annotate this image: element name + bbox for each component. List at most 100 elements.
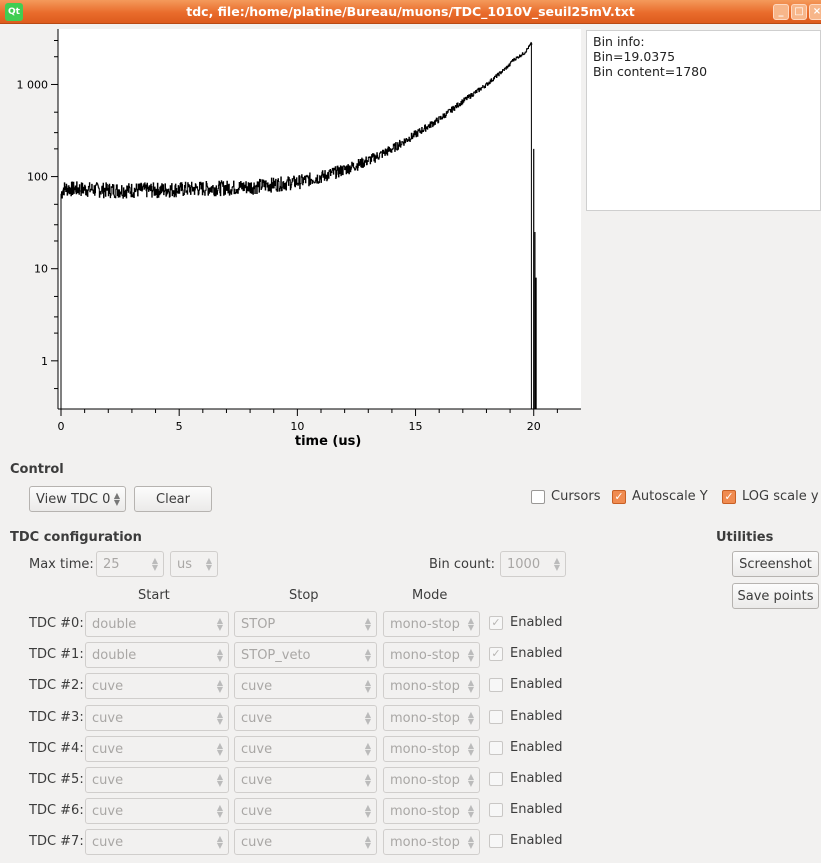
chevron-updown-icon: ▲ ▼ bbox=[467, 803, 474, 819]
tdc-enabled-checkbox[interactable] bbox=[489, 772, 503, 786]
tdc-row-label: TDC #5: bbox=[29, 772, 84, 787]
tdc-enabled-checkbox[interactable]: ✓ bbox=[489, 616, 503, 630]
tdc-enabled-checkbox[interactable] bbox=[489, 710, 503, 724]
histogram-series-line bbox=[60, 41, 533, 409]
tdc-mode-select[interactable]: mono-stop ▲ ▼ bbox=[383, 642, 480, 668]
max-time-value: 25 bbox=[103, 556, 120, 572]
tdc-start-select[interactable]: double ▲ ▼ bbox=[85, 611, 229, 637]
tdc-start-select[interactable]: cuve ▲ ▼ bbox=[85, 705, 229, 731]
save-points-button[interactable]: Save points bbox=[732, 583, 819, 609]
tdc-start-select[interactable]: cuve ▲ ▼ bbox=[85, 673, 229, 699]
max-time-unit-select[interactable]: us ▲ ▼ bbox=[170, 551, 218, 577]
spin-arrows-icon: ▲ ▼ bbox=[553, 556, 560, 572]
tdc-stop-value: STOP_veto bbox=[241, 647, 311, 663]
chevron-updown-icon: ▲ ▼ bbox=[364, 741, 371, 757]
x-tick-label: 20 bbox=[527, 420, 541, 433]
tdc-enabled-checkbox[interactable] bbox=[489, 834, 503, 848]
tdc-start-select[interactable]: cuve ▲ ▼ bbox=[85, 767, 229, 793]
tdc-stop-select[interactable]: STOP ▲ ▼ bbox=[234, 611, 377, 637]
tdc-start-select[interactable]: cuve ▲ ▼ bbox=[85, 798, 229, 824]
tdc-mode-select[interactable]: mono-stop ▲ ▼ bbox=[383, 829, 480, 855]
view-tdc-select[interactable]: View TDC 0 ▲ ▼ bbox=[29, 486, 126, 512]
tdc-enabled-label: Enabled bbox=[510, 646, 563, 661]
tdc-stop-select[interactable]: cuve ▲ ▼ bbox=[234, 798, 377, 824]
y-tick-label: 1 000 bbox=[17, 78, 49, 91]
tdc-mode-select[interactable]: mono-stop ▲ ▼ bbox=[383, 798, 480, 824]
chevron-updown-icon: ▲ ▼ bbox=[364, 834, 371, 850]
tdc-stop-select[interactable]: cuve ▲ ▼ bbox=[234, 673, 377, 699]
autoscale-label: Autoscale Y bbox=[632, 489, 708, 504]
tdc-stop-value: cuve bbox=[241, 678, 273, 694]
cursors-checkbox[interactable] bbox=[531, 490, 545, 504]
chevron-updown-icon: ▲ ▼ bbox=[467, 741, 474, 757]
max-time-label: Max time: bbox=[29, 557, 94, 572]
chevron-updown-icon: ▲ ▼ bbox=[216, 741, 223, 757]
chevron-updown-icon: ▲ ▼ bbox=[216, 772, 223, 788]
y-tick-label: 100 bbox=[27, 171, 48, 184]
tdc-mode-value: mono-stop bbox=[390, 834, 460, 850]
chevron-updown-icon: ▲ ▼ bbox=[113, 491, 120, 507]
tdc-stop-select[interactable]: cuve ▲ ▼ bbox=[234, 736, 377, 762]
column-mode-header: Mode bbox=[412, 588, 448, 603]
chevron-updown-icon: ▲ ▼ bbox=[467, 616, 474, 632]
screenshot-button[interactable]: Screenshot bbox=[732, 551, 819, 577]
tdc-mode-select[interactable]: mono-stop ▲ ▼ bbox=[383, 611, 480, 637]
tdc-enabled-checkbox[interactable] bbox=[489, 741, 503, 755]
tdc-stop-select[interactable]: cuve ▲ ▼ bbox=[234, 829, 377, 855]
tdc-start-value: cuve bbox=[92, 772, 124, 788]
tdc-row-label: TDC #3: bbox=[29, 710, 84, 725]
logscale-label: LOG scale y bbox=[742, 489, 819, 504]
tdc-row-label: TDC #4: bbox=[29, 741, 84, 756]
max-time-spinbox[interactable]: 25 ▲ ▼ bbox=[96, 551, 164, 577]
tdc-stop-value: cuve bbox=[241, 741, 273, 757]
maximize-button[interactable]: □ bbox=[791, 4, 807, 20]
chevron-updown-icon: ▲ ▼ bbox=[467, 834, 474, 850]
x-tick-label: 15 bbox=[409, 420, 423, 433]
tdc-enabled-checkbox[interactable] bbox=[489, 678, 503, 692]
tdc-enabled-label: Enabled bbox=[510, 677, 563, 692]
tdc-start-value: cuve bbox=[92, 834, 124, 850]
plot-canvas[interactable] bbox=[58, 29, 581, 409]
tdc-mode-value: mono-stop bbox=[390, 710, 460, 726]
utilities-section-title: Utilities bbox=[716, 530, 774, 545]
histogram-plot: 1 10 100 1 000 0 5 10 15 20 time (us) bbox=[17, 29, 581, 449]
close-button[interactable]: × bbox=[809, 4, 821, 20]
chevron-updown-icon: ▲ ▼ bbox=[467, 772, 474, 788]
column-start-header: Start bbox=[138, 588, 170, 603]
tdc-mode-select[interactable]: mono-stop ▲ ▼ bbox=[383, 705, 480, 731]
chevron-updown-icon: ▲ ▼ bbox=[364, 647, 371, 663]
tdc-mode-select[interactable]: mono-stop ▲ ▼ bbox=[383, 767, 480, 793]
bin-count-value: 1000 bbox=[507, 556, 541, 572]
tdc-start-select[interactable]: cuve ▲ ▼ bbox=[85, 736, 229, 762]
bin-count-spinbox[interactable]: 1000 ▲ ▼ bbox=[500, 551, 566, 577]
tdc-start-select[interactable]: double ▲ ▼ bbox=[85, 642, 229, 668]
chevron-updown-icon: ▲ ▼ bbox=[216, 710, 223, 726]
chevron-updown-icon: ▲ ▼ bbox=[467, 678, 474, 694]
tdc-stop-select[interactable]: cuve ▲ ▼ bbox=[234, 767, 377, 793]
tdc-mode-select[interactable]: mono-stop ▲ ▼ bbox=[383, 673, 480, 699]
tdc-start-select[interactable]: cuve ▲ ▼ bbox=[85, 829, 229, 855]
tdc-stop-select[interactable]: cuve ▲ ▼ bbox=[234, 705, 377, 731]
clear-button[interactable]: Clear bbox=[134, 486, 212, 512]
chevron-updown-icon: ▲ ▼ bbox=[216, 678, 223, 694]
chevron-updown-icon: ▲ ▼ bbox=[216, 647, 223, 663]
chevron-updown-icon: ▲ ▼ bbox=[205, 556, 212, 572]
minimize-button[interactable]: _ bbox=[773, 4, 789, 20]
tdc-mode-select[interactable]: mono-stop ▲ ▼ bbox=[383, 736, 480, 762]
x-tick-label: 5 bbox=[176, 420, 183, 433]
cursors-label: Cursors bbox=[551, 489, 601, 504]
tdc-mode-value: mono-stop bbox=[390, 772, 460, 788]
chevron-updown-icon: ▲ ▼ bbox=[364, 710, 371, 726]
tdc-enabled-checkbox[interactable] bbox=[489, 803, 503, 817]
autoscale-checkbox[interactable]: ✓ bbox=[612, 490, 626, 504]
tdc-stop-select[interactable]: STOP_veto ▲ ▼ bbox=[234, 642, 377, 668]
view-tdc-value: View TDC 0 bbox=[36, 491, 111, 507]
x-tick-label: 0 bbox=[58, 420, 65, 433]
title-bar[interactable]: Qt tdc, file:/home/platine/Bureau/muons/… bbox=[0, 0, 821, 24]
tdc-start-value: cuve bbox=[92, 803, 124, 819]
x-axis-label: time (us) bbox=[295, 434, 361, 449]
y-tick-label: 10 bbox=[34, 263, 48, 276]
chevron-updown-icon: ▲ ▼ bbox=[216, 803, 223, 819]
logscale-checkbox[interactable]: ✓ bbox=[722, 490, 736, 504]
tdc-enabled-checkbox[interactable]: ✓ bbox=[489, 647, 503, 661]
